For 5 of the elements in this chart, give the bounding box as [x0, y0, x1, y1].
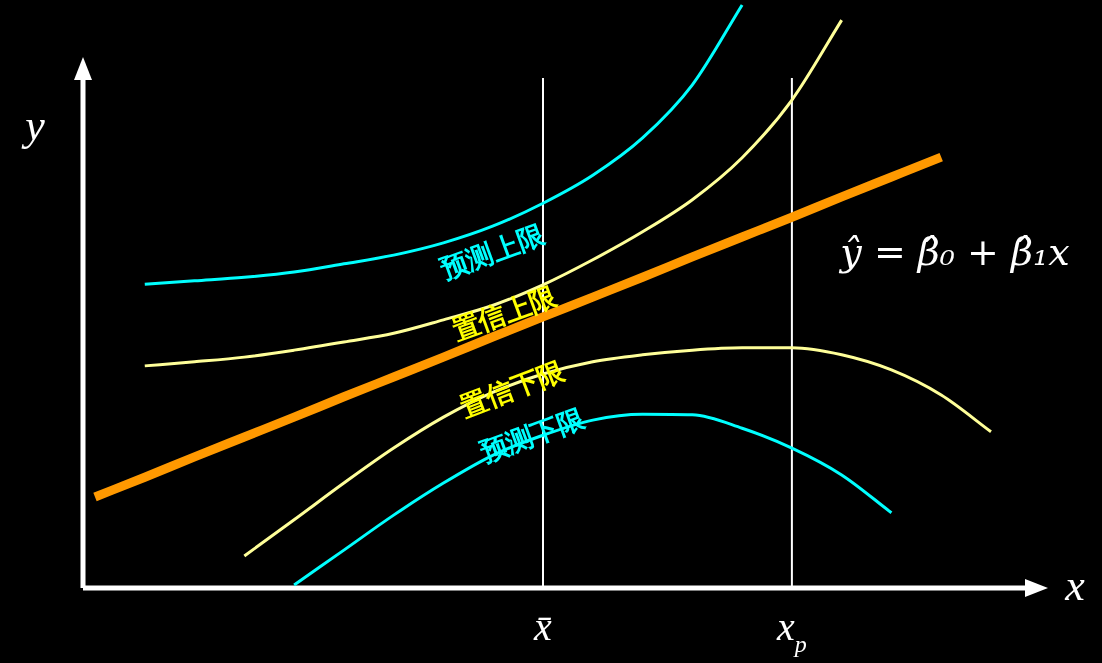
series-label: ŷ = β̂₀ + β̂₁x	[838, 229, 1070, 274]
x-tick-label: x̄	[533, 604, 553, 649]
text: 预测上限	[435, 218, 550, 285]
x-axis-title: x	[1064, 560, 1086, 610]
y-axis-title: y	[21, 100, 46, 150]
